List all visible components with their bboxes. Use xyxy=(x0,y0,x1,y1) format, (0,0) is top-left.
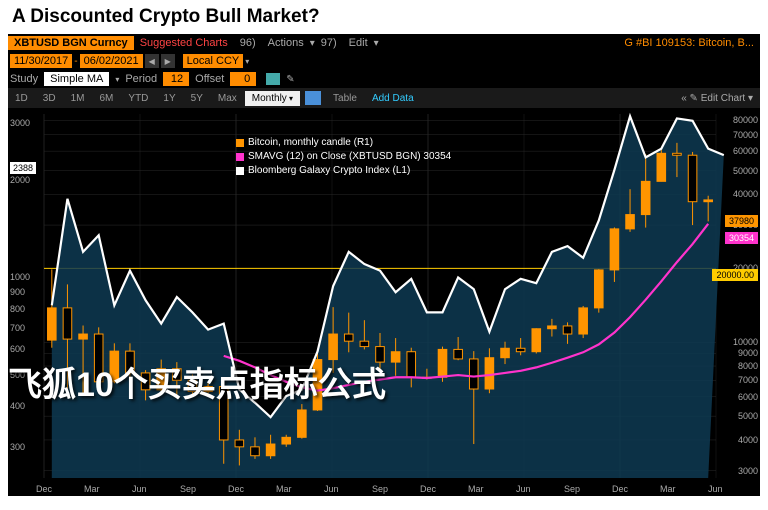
x-tick: Mar xyxy=(276,484,292,494)
y-right-tick: 80000 xyxy=(733,115,758,125)
left-marker: 2388 xyxy=(10,162,36,174)
terminal: XBTUSD BGN Curncy Suggested Charts 96) A… xyxy=(8,34,760,496)
range-btn-ytd[interactable]: YTD xyxy=(121,91,155,106)
range-bar: 1D3D1M6MYTD1Y5YMaxMonthly ▾ TableAdd Data… xyxy=(8,88,760,108)
y-right-tick: 3000 xyxy=(738,466,758,476)
offset-label: Offset xyxy=(195,73,224,85)
range-btn-5y[interactable]: 5Y xyxy=(184,91,210,106)
range-btn-table[interactable]: Table xyxy=(326,91,364,106)
y-left-tick: 1000 xyxy=(10,272,30,282)
right-marker: 37980 xyxy=(725,215,758,227)
y-left-tick: 600 xyxy=(10,344,25,354)
range-btn-max[interactable]: Max xyxy=(211,91,244,106)
chart-style-swatch[interactable] xyxy=(305,91,321,105)
y-right-tick: 4000 xyxy=(738,435,758,445)
x-tick: Mar xyxy=(468,484,484,494)
style-swatch-1[interactable] xyxy=(266,73,280,85)
legend-label-3: Bloomberg Galaxy Crypto Index (L1) xyxy=(248,164,410,178)
range-btn-monthly[interactable]: Monthly ▾ xyxy=(245,91,300,106)
x-tick: Mar xyxy=(660,484,676,494)
right-marker: 20000.00 xyxy=(712,269,758,281)
dropdown-icon: ▾ xyxy=(748,93,753,104)
date-to[interactable]: 06/02/2021 xyxy=(80,54,143,68)
range-btn-1y[interactable]: 1Y xyxy=(156,91,182,106)
x-tick: Jun xyxy=(132,484,147,494)
right-marker: 30354 xyxy=(725,232,758,244)
y-left-tick: 3000 xyxy=(10,118,30,128)
period-label: Period xyxy=(125,73,157,85)
watermark-text: 飞狐10个买卖点指标公式 xyxy=(8,357,386,406)
y-right-tick: 8000 xyxy=(738,361,758,371)
y-left-tick: 2000 xyxy=(10,175,30,185)
x-tick: Jun xyxy=(708,484,723,494)
x-tick: Mar xyxy=(84,484,100,494)
period-val[interactable]: 12 xyxy=(163,72,189,86)
legend: Bitcoin, monthly candle (R1) SMAVG (12) … xyxy=(236,136,451,178)
y-right-tick: 50000 xyxy=(733,166,758,176)
x-tick: Dec xyxy=(228,484,244,494)
range-btn-3d[interactable]: 3D xyxy=(36,91,63,106)
x-tick: Dec xyxy=(420,484,436,494)
legend-label-1: Bitcoin, monthly candle (R1) xyxy=(248,136,373,150)
y-right-tick: 7000 xyxy=(738,375,758,385)
suggested-charts-btn[interactable]: Suggested Charts xyxy=(134,36,234,50)
x-tick: Jun xyxy=(516,484,531,494)
ccy-select[interactable]: Local CCY xyxy=(183,54,244,68)
legend-color-2 xyxy=(236,153,244,161)
y-right-tick: 9000 xyxy=(738,348,758,358)
top-bar: XBTUSD BGN Curncy Suggested Charts 96) A… xyxy=(8,34,760,52)
range-btn-6m[interactable]: 6M xyxy=(93,91,121,106)
edit-chart-btn[interactable]: « ✎ Edit Chart ▾ xyxy=(674,91,760,106)
range-btn-1d[interactable]: 1D xyxy=(8,91,35,106)
chart-area[interactable]: Bitcoin, monthly candle (R1) SMAVG (12) … xyxy=(8,108,760,496)
y-left-tick: 700 xyxy=(10,323,25,333)
y-right-tick: 60000 xyxy=(733,146,758,156)
x-tick: Dec xyxy=(612,484,628,494)
x-tick: Sep xyxy=(180,484,196,494)
x-tick: Jun xyxy=(324,484,339,494)
study-type[interactable]: Simple MA xyxy=(44,72,109,86)
date-bar: 11/30/2017 - 06/02/2021 ◀ ▶ Local CCY ▾ xyxy=(8,52,760,70)
y-left-tick: 300 xyxy=(10,442,25,452)
x-tick: Sep xyxy=(564,484,580,494)
x-tick: Sep xyxy=(372,484,388,494)
legend-label-2: SMAVG (12) on Close (XBTUSD BGN) 30354 xyxy=(248,150,451,164)
range-btn-1m[interactable]: 1M xyxy=(64,91,92,106)
date-next-icon[interactable]: ▶ xyxy=(161,54,175,68)
y-right-tick: 70000 xyxy=(733,130,758,140)
date-from[interactable]: 11/30/2017 xyxy=(10,54,72,68)
edit-chart-icon: ✎ xyxy=(690,93,698,104)
ticker[interactable]: XBTUSD BGN Curncy xyxy=(8,36,134,50)
date-dash: - xyxy=(74,56,77,67)
edit-num: 97) xyxy=(315,36,343,50)
actions-btn[interactable]: Actions xyxy=(262,36,310,50)
x-tick: Dec xyxy=(36,484,52,494)
y-right-tick: 10000 xyxy=(733,337,758,347)
y-right-tick: 6000 xyxy=(738,392,758,402)
study-label: Study xyxy=(10,73,38,85)
date-prev-icon[interactable]: ◀ xyxy=(145,54,159,68)
study-bar: Study Simple MA ▾ Period 12 Offset 0 ✎ xyxy=(8,70,760,88)
actions-num: 96) xyxy=(234,36,262,50)
edit-study-icon[interactable]: ✎ xyxy=(286,74,294,85)
y-right-tick: 40000 xyxy=(733,189,758,199)
range-btn-add-data[interactable]: Add Data xyxy=(365,91,421,106)
context-text: G #BI 109153: Bitcoin, B... xyxy=(624,37,760,49)
edit-btn[interactable]: Edit xyxy=(343,36,374,50)
y-left-tick: 900 xyxy=(10,287,25,297)
y-right-tick: 5000 xyxy=(738,411,758,421)
y-left-tick: 800 xyxy=(10,304,25,314)
legend-color-1 xyxy=(236,139,244,147)
offset-val[interactable]: 0 xyxy=(230,72,256,86)
legend-color-3 xyxy=(236,167,244,175)
page-title: A Discounted Crypto Bull Market? xyxy=(0,0,768,34)
